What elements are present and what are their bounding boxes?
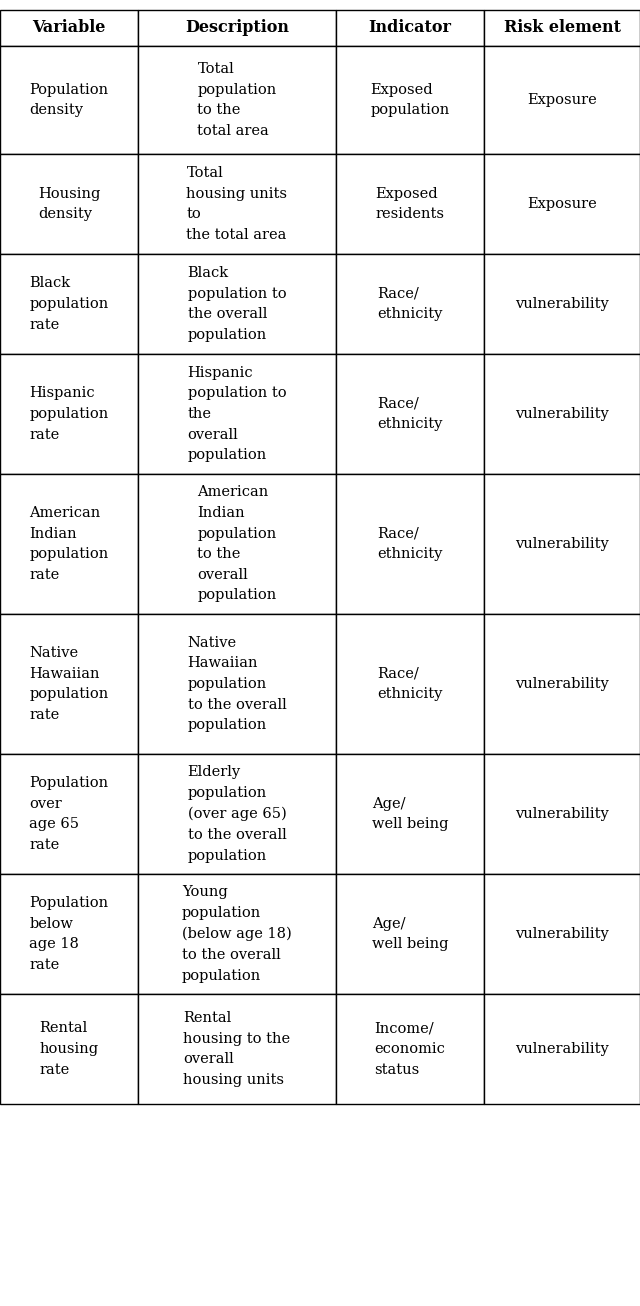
- Text: Age/
well being: Age/ well being: [372, 917, 448, 951]
- Text: Exposed
residents: Exposed residents: [376, 187, 445, 221]
- Bar: [138, 994, 336, 1104]
- Text: American
Indian
population
to the
overall
population: American Indian population to the overal…: [197, 486, 276, 602]
- Text: Age/
well being: Age/ well being: [372, 797, 448, 832]
- Text: vulnerability: vulnerability: [515, 927, 609, 942]
- Text: American
Indian
population
rate: American Indian population rate: [29, 507, 109, 582]
- Bar: [138, 10, 336, 46]
- Bar: [336, 46, 484, 154]
- Bar: [138, 874, 336, 994]
- Text: Hispanic
population to
the
overall
population: Hispanic population to the overall popul…: [188, 366, 286, 462]
- Bar: [138, 474, 336, 614]
- Text: Rental
housing
rate: Rental housing rate: [40, 1021, 99, 1076]
- Bar: [484, 154, 640, 253]
- Bar: [484, 354, 640, 474]
- Text: vulnerability: vulnerability: [515, 407, 609, 421]
- Text: Race/
ethnicity: Race/ ethnicity: [378, 666, 443, 701]
- Text: Total
housing units
to
the total area: Total housing units to the total area: [186, 166, 287, 242]
- Bar: [336, 253, 484, 354]
- Text: vulnerability: vulnerability: [515, 296, 609, 311]
- Bar: [138, 253, 336, 354]
- Text: Native
Hawaiian
population
to the overall
population: Native Hawaiian population to the overal…: [188, 636, 286, 733]
- Bar: [484, 994, 640, 1104]
- Text: Hispanic
population
rate: Hispanic population rate: [29, 387, 109, 441]
- Text: Exposure: Exposure: [527, 93, 597, 107]
- Text: Description: Description: [185, 20, 289, 37]
- Bar: [0, 10, 138, 46]
- Bar: [484, 253, 640, 354]
- Bar: [138, 154, 336, 253]
- Text: Exposure: Exposure: [527, 197, 597, 212]
- Bar: [0, 354, 138, 474]
- Text: vulnerability: vulnerability: [515, 807, 609, 821]
- Bar: [336, 10, 484, 46]
- Text: Indicator: Indicator: [369, 20, 451, 37]
- Bar: [336, 874, 484, 994]
- Bar: [0, 754, 138, 874]
- Bar: [138, 614, 336, 754]
- Text: Elderly
population
(over age 65)
to the overall
population: Elderly population (over age 65) to the …: [188, 765, 286, 862]
- Text: Income/
economic
status: Income/ economic status: [374, 1021, 445, 1076]
- Text: vulnerability: vulnerability: [515, 677, 609, 691]
- Bar: [0, 253, 138, 354]
- Bar: [336, 154, 484, 253]
- Text: Housing
density: Housing density: [38, 187, 100, 221]
- Text: Total
population
to the
total area: Total population to the total area: [197, 63, 276, 138]
- Text: Risk element: Risk element: [504, 20, 621, 37]
- Text: Black
population
rate: Black population rate: [29, 277, 109, 332]
- Bar: [484, 754, 640, 874]
- Text: Black
population to
the overall
population: Black population to the overall populati…: [188, 266, 286, 342]
- Bar: [336, 474, 484, 614]
- Bar: [0, 474, 138, 614]
- Bar: [0, 154, 138, 253]
- Bar: [484, 10, 640, 46]
- Text: Native
Hawaiian
population
rate: Native Hawaiian population rate: [29, 646, 109, 722]
- Bar: [336, 994, 484, 1104]
- Bar: [138, 46, 336, 154]
- Bar: [484, 614, 640, 754]
- Text: Population
density: Population density: [29, 82, 109, 118]
- Text: Young
population
(below age 18)
to the overall
population: Young population (below age 18) to the o…: [182, 885, 292, 982]
- Text: Population
over
age 65
rate: Population over age 65 rate: [29, 776, 109, 852]
- Bar: [484, 46, 640, 154]
- Text: vulnerability: vulnerability: [515, 537, 609, 551]
- Bar: [0, 874, 138, 994]
- Bar: [336, 614, 484, 754]
- Text: Variable: Variable: [32, 20, 106, 37]
- Bar: [336, 354, 484, 474]
- Bar: [0, 614, 138, 754]
- Bar: [138, 354, 336, 474]
- Text: Population
below
age 18
rate: Population below age 18 rate: [29, 896, 109, 972]
- Bar: [484, 874, 640, 994]
- Text: Exposed
population: Exposed population: [371, 82, 450, 118]
- Bar: [138, 754, 336, 874]
- Text: vulnerability: vulnerability: [515, 1042, 609, 1057]
- Text: Race/
ethnicity: Race/ ethnicity: [378, 397, 443, 431]
- Bar: [484, 474, 640, 614]
- Bar: [336, 754, 484, 874]
- Text: Rental
housing to the
overall
housing units: Rental housing to the overall housing un…: [184, 1011, 291, 1087]
- Text: Race/
ethnicity: Race/ ethnicity: [378, 287, 443, 321]
- Text: Race/
ethnicity: Race/ ethnicity: [378, 526, 443, 562]
- Bar: [0, 994, 138, 1104]
- Bar: [0, 46, 138, 154]
